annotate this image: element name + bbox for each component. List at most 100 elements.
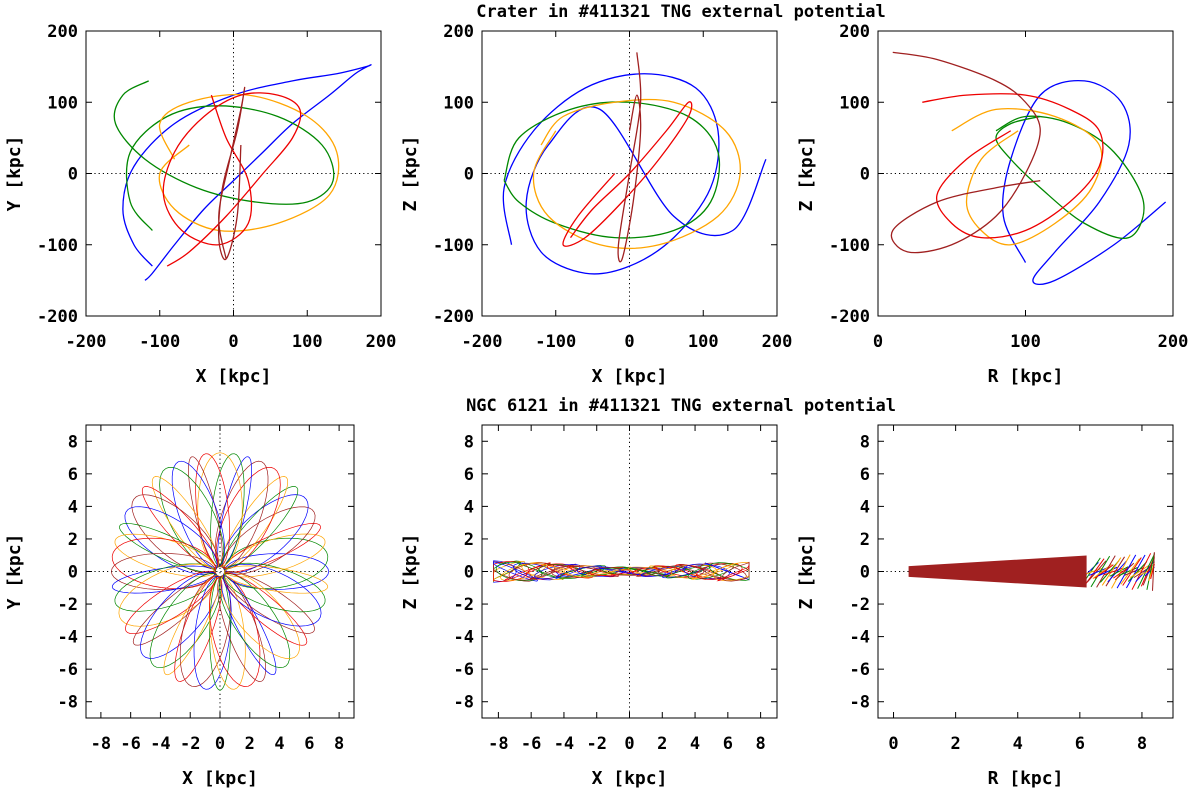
- y-tick-label: 200: [839, 22, 870, 42]
- x-tick-label: 2: [657, 734, 667, 754]
- wedge-fringe-5: [1088, 567, 1108, 576]
- band-loop-57: [713, 562, 750, 581]
- orbit-series-4: [890, 51, 1041, 254]
- x-tick-label: -6: [521, 734, 541, 754]
- wedge-fringe-12: [1101, 557, 1122, 586]
- y-axis-label: Z [kpc]: [796, 534, 817, 610]
- x-axis-label: X [kpc]: [182, 768, 258, 789]
- y-tick-label: 6: [68, 465, 78, 485]
- wedge-fringe-20: [1116, 554, 1137, 589]
- y-tick-label: 4: [68, 497, 78, 517]
- y-tick-label: -100: [433, 236, 474, 256]
- wedge-fringe-6: [1090, 555, 1111, 588]
- bottom-row-title: NGC 6121 in #411321 TNG external potenti…: [466, 396, 896, 416]
- wedge-fringe-36: [1146, 553, 1155, 590]
- plot-area: [110, 452, 330, 691]
- band-loop-2: [493, 560, 526, 582]
- band-loop-52: [691, 563, 739, 580]
- y-tick-label: 6: [860, 465, 870, 485]
- y-tick-label: 0: [68, 165, 78, 185]
- orbit-series-0: [122, 64, 372, 281]
- x-tick-label: 8: [334, 734, 344, 754]
- wedge-fringe-9: [1096, 555, 1116, 588]
- x-tick-label: -200: [66, 332, 107, 352]
- x-tick-label: 4: [690, 734, 700, 754]
- x-tick-label: -4: [150, 734, 170, 754]
- plot-area: [908, 552, 1155, 591]
- y-axis-label: Y [kpc]: [4, 136, 25, 212]
- y-tick-label: -2: [454, 595, 474, 615]
- y-tick-label: -8: [850, 693, 870, 713]
- y-tick-label: -6: [850, 660, 870, 680]
- y-tick-label: -200: [829, 307, 870, 327]
- x-tick-label: -100: [535, 332, 576, 352]
- band-loop-14: [530, 563, 577, 580]
- wedge-body: [908, 555, 1087, 588]
- x-tick-label: 100: [688, 332, 719, 352]
- x-tick-label: 100: [292, 332, 323, 352]
- band-loop-39: [635, 566, 683, 577]
- orbit-series-2: [158, 93, 340, 232]
- rosette-petal-28: [125, 570, 217, 635]
- wedge-fringe-23: [1122, 557, 1142, 586]
- wedge-fringe-4: [1086, 560, 1107, 583]
- x-tick-label: 100: [1010, 332, 1041, 352]
- y-tick-label: 0: [68, 563, 78, 583]
- y-tick-label: 100: [47, 93, 78, 113]
- y-tick-label: -4: [850, 628, 870, 648]
- y-tick-label: 2: [464, 530, 474, 550]
- band-loop-50: [683, 563, 730, 580]
- panel-crater_xz: -200 -100 0 100 200 -200 -100 0 100 200 X [kpc] Z […: [400, 22, 792, 387]
- y-tick-label: 2: [68, 530, 78, 550]
- x-tick-label: 8: [1137, 734, 1147, 754]
- rosette-petal-44: [223, 571, 315, 634]
- orbit-series-4: [217, 86, 246, 261]
- band-loop-6: [495, 561, 543, 582]
- band-loop-12: [521, 563, 568, 580]
- rosette-petal-45: [223, 563, 322, 627]
- y-tick-label: 4: [464, 497, 474, 517]
- wedge-fringe-21: [1118, 567, 1138, 576]
- wedge-fringe-39: [1152, 552, 1155, 591]
- orbit-series-0: [502, 73, 767, 275]
- y-tick-label: -4: [58, 628, 78, 648]
- panel-crater_rz: 0 100 200 -200 -100 0 100 200 R [kpc] Z [kpc]: [796, 22, 1188, 387]
- panel-crater_xy: -200 -100 0 100 200 -200 -100 0 100 200 X [kpc] Y […: [4, 22, 396, 387]
- x-tick-label: 4: [274, 734, 284, 754]
- y-tick-label: 6: [464, 465, 474, 485]
- x-axis-label: X [kpc]: [592, 768, 668, 789]
- plot-area: [890, 51, 1167, 286]
- wedge-fringe-17: [1111, 554, 1131, 589]
- x-tick-label: 8: [755, 734, 765, 754]
- y-tick-label: -2: [850, 595, 870, 615]
- wedge-fringe-25: [1125, 554, 1146, 589]
- y-tick-label: 2: [860, 530, 870, 550]
- x-tick-label: 6: [723, 734, 733, 754]
- band-loop-59: [721, 561, 750, 582]
- orbit-series-1: [503, 101, 721, 239]
- x-tick-label: -8: [91, 734, 111, 754]
- y-tick-label: -4: [454, 628, 474, 648]
- y-tick-label: 8: [860, 432, 870, 452]
- x-tick-label: 0: [624, 734, 634, 754]
- plot-area: [493, 560, 750, 583]
- x-axis-label: X [kpc]: [592, 366, 668, 387]
- band-loop-11: [517, 562, 564, 581]
- y-tick-label: -2: [58, 595, 78, 615]
- top-row-title: Crater in #411321 TNG external potential: [476, 2, 885, 22]
- x-tick-label: -100: [139, 332, 180, 352]
- y-axis-label: Z [kpc]: [400, 534, 421, 610]
- x-tick-label: 0: [215, 734, 225, 754]
- wedge-fringe-22: [1120, 558, 1140, 585]
- x-tick-label: 2: [951, 734, 961, 754]
- orbit-series-3: [922, 93, 1104, 239]
- rosette-petal-25: [111, 565, 216, 594]
- orbit-series-3: [562, 101, 693, 247]
- y-tick-label: -100: [37, 236, 78, 256]
- x-tick-label: -2: [180, 734, 200, 754]
- plot-area: [502, 52, 767, 275]
- y-tick-label: 100: [443, 93, 474, 113]
- orbit-series-3: [162, 92, 302, 267]
- x-axis-label: R [kpc]: [988, 768, 1064, 789]
